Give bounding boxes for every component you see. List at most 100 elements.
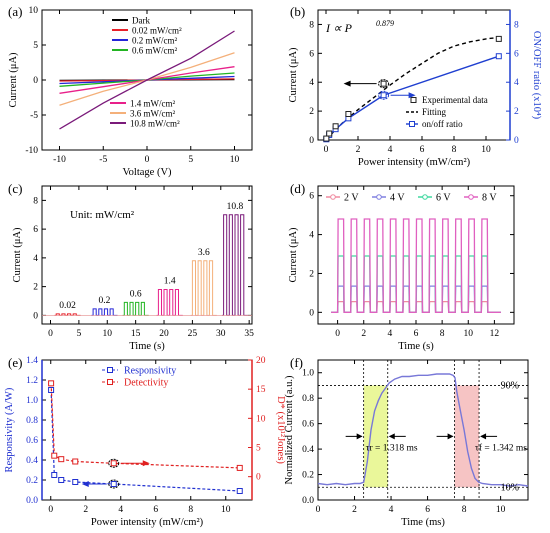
x-tick-label: 6 xyxy=(414,329,419,339)
x-tick-label: 2 xyxy=(83,505,88,515)
rise-arrow-head xyxy=(356,433,363,440)
y-tick-label: 8 xyxy=(33,196,38,206)
panel-label-d: (d) xyxy=(290,181,305,196)
panel-b: 0 2 4 6 8 10 0 2 4 6 8 Power intensity (mW/cm²) Curr… xyxy=(288,9,542,168)
equation-label: I ∝ P xyxy=(325,21,353,35)
x-tick-label: 0 xyxy=(316,505,321,515)
x-tick-label: 0 xyxy=(335,329,340,339)
arrow-right-head xyxy=(408,92,416,99)
y-tick-label: 5 xyxy=(33,41,38,51)
y-right-tick-label: 0 xyxy=(514,136,519,146)
legend-label: 0.02 mW/cm² xyxy=(132,26,182,36)
legend-marker xyxy=(468,194,474,200)
y-axis-label: Current (μA) xyxy=(12,227,23,282)
x-tick-label: 0 xyxy=(48,505,53,515)
detectivity-point xyxy=(236,464,243,471)
legend-marker xyxy=(330,194,336,200)
x-tick-label: 10 xyxy=(481,145,491,155)
x-tick-label: 5 xyxy=(188,155,193,165)
legend-label: 3.6 mW/cm² xyxy=(130,109,175,119)
x-tick-label: 12 xyxy=(490,329,500,339)
legend-label: Responsivity xyxy=(124,366,176,377)
x-tick-label: 15 xyxy=(131,329,141,339)
detectivity-line xyxy=(50,383,240,469)
detectivity-point xyxy=(72,458,79,465)
x-tick-label: 8 xyxy=(440,329,445,339)
y-tick-label: 0.6 xyxy=(302,420,314,430)
y-tick-label: -10 xyxy=(25,146,38,156)
experimental-point xyxy=(495,35,502,42)
experimental-point xyxy=(332,123,339,130)
y-tick-label: 0.0 xyxy=(26,496,38,506)
highlight-circle xyxy=(378,79,390,89)
normalized-curve xyxy=(317,373,529,487)
arrow-left-head xyxy=(81,481,89,487)
legend-marker xyxy=(409,121,415,127)
y-tick-label: 0 xyxy=(33,311,38,321)
x-axis-label: Time (ms) xyxy=(401,517,445,528)
group-label: 0.6 xyxy=(130,289,142,299)
y-tick-label: 10 xyxy=(29,6,39,16)
y-right-tick-label: 10 xyxy=(256,414,266,424)
legend-marker xyxy=(107,367,113,373)
legend-label: Experimental data xyxy=(422,95,488,105)
y-right-tick-label: 15 xyxy=(256,385,266,395)
y-tick-label: 2 xyxy=(309,269,314,279)
onoff-point xyxy=(380,92,387,99)
rise-arrow-head xyxy=(388,433,395,440)
level-high-label: 90% xyxy=(501,380,519,391)
y-tick-label: 0.2 xyxy=(26,476,38,486)
x-tick-label: -5 xyxy=(99,155,107,165)
y-tick-label: 6 xyxy=(33,225,38,235)
unit-annotation: Unit: mW/cm² xyxy=(70,209,135,221)
y-right-tick-label: 20 xyxy=(256,356,266,366)
group-label: 0.2 xyxy=(98,296,110,306)
x-tick-label: 10 xyxy=(221,505,231,515)
detectivity-point xyxy=(51,452,58,459)
y-tick-label: 1.0 xyxy=(26,396,38,406)
y-axis-label: Normalized Current (a.u.) xyxy=(284,375,295,485)
x-tick-label: 8 xyxy=(452,145,457,155)
panel-e: 0 2 4 6 8 10 0.0 0.2 0.4 0.6 0.8 1.0 1.2 1.4 Power int… xyxy=(4,356,286,528)
legend-label: 0.6 mW/cm² xyxy=(132,46,177,56)
x-axis-label: Power intensity (mW/cm²) xyxy=(91,517,204,528)
legend-label: on/off ratio xyxy=(422,119,463,129)
legend-label: 2 V xyxy=(344,193,359,204)
x-tick-label: 2 xyxy=(356,145,361,155)
x-tick-label: 6 xyxy=(425,505,430,515)
x-tick-label: 0 xyxy=(324,145,329,155)
y-tick-label: 1.2 xyxy=(26,376,38,386)
fall-arrow-head xyxy=(480,433,487,440)
y-axis-label: Current (μA) xyxy=(288,227,299,282)
y-axis-label: Responsivity (A/W) xyxy=(4,387,15,472)
detectivity-point xyxy=(110,460,117,467)
experimental-point xyxy=(326,130,333,137)
y-right-axis-label: ON/OFF ratio (x10⁴) xyxy=(531,31,542,120)
experimental-point xyxy=(323,135,330,142)
legend-label: Dark xyxy=(132,16,150,26)
y-tick-label: 0.0 xyxy=(302,496,314,506)
onoff-point xyxy=(495,53,502,60)
y-tick-label: 0.4 xyxy=(302,445,314,455)
x-tick-label: 25 xyxy=(188,329,198,339)
y-tick-label: 0 xyxy=(33,76,38,86)
pulse-group-1.4 xyxy=(156,289,183,316)
legend-label: 8 V xyxy=(482,193,497,204)
panel-c: 0 5 10 15 20 25 30 35 0 2 4 6 8 Time (s) Current (μA) U… xyxy=(12,185,254,352)
x-axis-label: Power intensity (mW/cm²) xyxy=(358,157,471,168)
panels: -10 -5 0 5 10 -10 -5 0 5 10 Voltage (V) Current (μA… xyxy=(4,6,542,528)
x-tick-label: 10 xyxy=(464,329,474,339)
y-right-tick-label: 2 xyxy=(514,107,519,117)
plot-frame xyxy=(41,185,253,325)
y-tick-label: 0 xyxy=(309,136,314,146)
panel-d: 0 2 4 6 8 10 12 0 2 4 6 Time (s) Current (μA) 2 V 4 V 6… xyxy=(288,185,515,352)
y-tick-label: 6 xyxy=(309,192,314,202)
legend-label: Fitting xyxy=(422,107,447,117)
group-label: 10.8 xyxy=(227,202,244,212)
y-tick-label: 0.8 xyxy=(26,416,38,426)
responsivity-point xyxy=(58,477,65,483)
legend-marker xyxy=(422,194,428,200)
panel-label-f: (f) xyxy=(290,355,303,370)
x-axis-label: Voltage (V) xyxy=(122,167,172,178)
plot-frame xyxy=(317,359,529,501)
